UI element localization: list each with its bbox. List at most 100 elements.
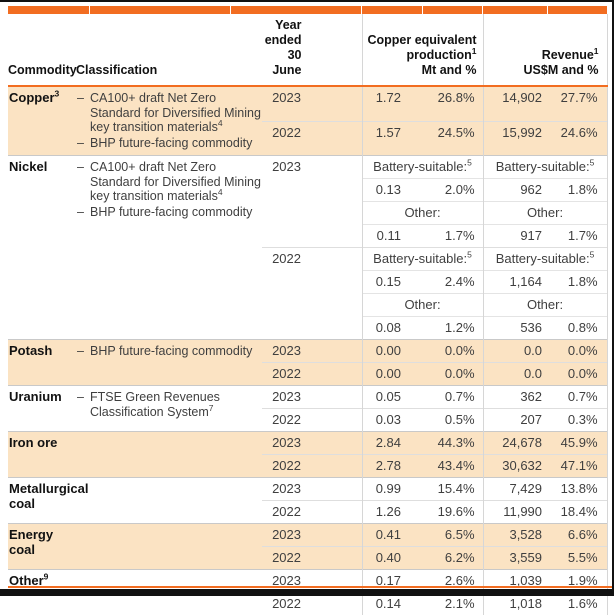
dash-bullet-icon: –	[77, 160, 84, 174]
production-header-line: Mt and %	[363, 63, 477, 78]
col-header-year: Year ended 30 June	[262, 14, 362, 86]
footnote-marker: 5	[467, 250, 472, 260]
dash-bullet-icon: –	[77, 344, 84, 358]
commodity-cell: Uranium	[8, 386, 76, 432]
revenue-pct-cell: 1.7%	[548, 225, 607, 248]
classification-item: –BHP future-facing commodity	[76, 205, 260, 220]
accent-bar-segment	[8, 6, 89, 14]
production-pct-cell: 15.4%	[423, 478, 483, 501]
production-mt-cell: 1.72	[362, 86, 423, 121]
year-cell: 2022	[262, 409, 307, 432]
revenue-sublabel: Other:	[483, 294, 607, 317]
footnote-marker: 7	[209, 402, 214, 412]
report-page: Commodity Classification Year ended 30 J…	[0, 0, 614, 596]
production-pct-cell: 2.4%	[423, 271, 483, 294]
spacer-cell	[307, 363, 362, 386]
production-mt-cell: 0.15	[362, 271, 423, 294]
revenue-pct-cell: 0.3%	[548, 409, 607, 432]
production-sublabel: Battery-suitable:5	[362, 156, 483, 179]
revenue-sublabel: Other:	[483, 202, 607, 225]
revenue-usd-cell: 962	[483, 179, 548, 202]
production-mt-cell: 2.78	[362, 455, 423, 478]
col-header-commodity: Commodity	[8, 14, 76, 86]
accent-rule-bar	[8, 6, 607, 14]
revenue-pct-cell: 24.6%	[548, 121, 607, 155]
footnote-marker: 5	[590, 158, 595, 168]
year-cell: 2022	[262, 248, 307, 340]
spacer-cell	[307, 478, 362, 501]
production-pct-cell: 1.2%	[423, 317, 483, 340]
dash-bullet-icon: –	[77, 136, 84, 150]
footnote-marker: 4	[218, 118, 223, 128]
revenue-usd-cell: 0.0	[483, 340, 548, 363]
revenue-sublabel: Battery-suitable:5	[483, 248, 607, 271]
accent-bar-segment	[423, 6, 482, 14]
production-mt-cell: 0.40	[362, 547, 423, 570]
year-cell: 2023	[262, 340, 307, 363]
accent-bar-segment	[90, 6, 230, 14]
production-pct-cell: 0.7%	[423, 386, 483, 409]
revenue-sublabel: Battery-suitable:5	[483, 156, 607, 179]
revenue-pct-cell: 5.5%	[548, 547, 607, 570]
footnote-marker: 3	[55, 89, 60, 99]
year-cell: 2023	[262, 386, 307, 409]
revenue-pct-cell: 45.9%	[548, 432, 607, 455]
revenue-usd-cell: 30,632	[483, 455, 548, 478]
production-pct-cell: 6.5%	[423, 524, 483, 547]
col-header-production: Copper equivalent production1 Mt and %	[362, 14, 483, 86]
year-cell: 2022	[262, 501, 307, 524]
year-cell: 2022	[262, 455, 307, 478]
year-cell: 2023	[262, 86, 307, 121]
commodity-table: Commodity Classification Year ended 30 J…	[8, 14, 608, 615]
spacer-cell	[307, 547, 362, 570]
production-mt-cell: 1.26	[362, 501, 423, 524]
classification-cell: –BHP future-facing commodity	[76, 340, 262, 386]
revenue-header-line: US$M and %	[484, 63, 599, 78]
production-mt-cell: 0.13	[362, 179, 423, 202]
spacer-cell	[307, 386, 362, 409]
dash-bullet-icon: –	[77, 91, 84, 105]
production-pct-cell: 24.5%	[423, 121, 483, 155]
year-cell: 2023	[262, 478, 307, 501]
dash-bullet-icon: –	[77, 205, 84, 219]
spacer-cell	[307, 156, 362, 248]
accent-bar-segment	[483, 6, 547, 14]
footnote-marker: 4	[218, 187, 223, 197]
revenue-pct-cell: 27.7%	[548, 86, 607, 121]
revenue-usd-cell: 7,429	[483, 478, 548, 501]
revenue-pct-cell: 1.8%	[548, 271, 607, 294]
revenue-usd-cell: 207	[483, 409, 548, 432]
page-edge-top	[0, 0, 614, 2]
production-header-line: production1	[363, 48, 477, 63]
production-pct-cell: 26.8%	[423, 86, 483, 121]
spacer-cell	[307, 86, 362, 121]
production-pct-cell: 1.7%	[423, 225, 483, 248]
commodity-cell: Iron ore	[8, 432, 76, 478]
footnote-marker: 1	[472, 46, 477, 56]
production-mt-cell: 0.00	[362, 363, 423, 386]
col-header-revenue: Revenue1 US$M and %	[483, 14, 607, 86]
production-mt-cell: 0.08	[362, 317, 423, 340]
revenue-usd-cell: 1,164	[483, 271, 548, 294]
revenue-pct-cell: 6.6%	[548, 524, 607, 547]
production-sublabel: Battery-suitable:5	[362, 248, 483, 271]
revenue-pct-cell: 0.7%	[548, 386, 607, 409]
production-mt-cell: 0.41	[362, 524, 423, 547]
revenue-header-line: Revenue1	[484, 48, 599, 63]
commodity-cell: Nickel	[8, 156, 76, 340]
revenue-usd-cell: 362	[483, 386, 548, 409]
page-edge-bottom	[0, 589, 614, 596]
year-header-line: 30 June	[262, 48, 302, 78]
production-mt-cell: 0.03	[362, 409, 423, 432]
col-header-classification: Classification	[76, 14, 262, 86]
year-cell: 2023	[262, 156, 307, 248]
